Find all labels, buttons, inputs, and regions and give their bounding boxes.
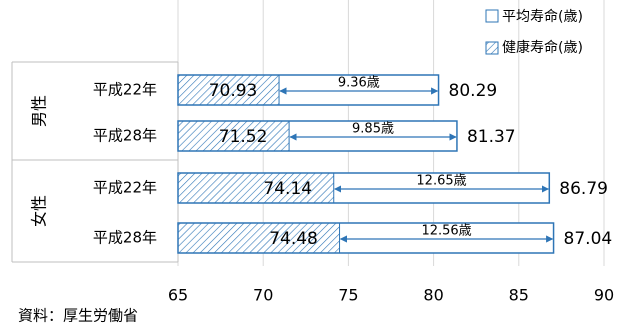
x-tick-label: 65 bbox=[168, 286, 188, 305]
difference-label: 9.85歳 bbox=[352, 122, 394, 137]
x-tick-label: 70 bbox=[253, 286, 273, 305]
bar-healthy-life bbox=[177, 172, 335, 204]
data-label-healthy: 70.93 bbox=[209, 81, 258, 101]
x-axis-ticks: 65 70 75 80 85 90 bbox=[168, 286, 614, 305]
bar-healthy-life bbox=[177, 120, 290, 152]
group-label-male: 男性 bbox=[30, 95, 49, 127]
legend: 平均寿命(歳) 健康寿命(歳) bbox=[485, 8, 583, 56]
x-tick-label: 80 bbox=[423, 286, 443, 305]
difference-label: 12.65歳 bbox=[416, 174, 466, 189]
bar-healthy-life bbox=[177, 74, 280, 106]
category-label: 平成22年 bbox=[93, 81, 157, 99]
category-label: 平成28年 bbox=[93, 229, 157, 247]
data-label-average: 80.29 bbox=[449, 81, 498, 101]
difference-label: 9.36歳 bbox=[338, 76, 380, 91]
data-label-healthy: 74.14 bbox=[263, 179, 312, 199]
category-label: 平成28年 bbox=[93, 127, 157, 145]
bar-healthy-life bbox=[177, 222, 341, 254]
bars: 70.93 80.29 9.36歳 71.52 81.37 9.85歳 74.14 86.79… bbox=[177, 74, 613, 254]
group-label-female: 女性 bbox=[30, 195, 49, 227]
source-note: 資料：厚生労働省 bbox=[18, 307, 138, 324]
category-label: 平成22年 bbox=[93, 179, 157, 197]
legend-label-healthy: 健康寿命(歳) bbox=[502, 39, 583, 56]
legend-label-avg: 平均寿命(歳) bbox=[502, 8, 583, 25]
data-label-healthy: 71.52 bbox=[219, 127, 268, 147]
x-tick-label: 85 bbox=[509, 286, 529, 305]
difference-label: 12.56歳 bbox=[421, 224, 471, 239]
legend-swatch-avg bbox=[485, 9, 499, 23]
data-label-average: 86.79 bbox=[559, 179, 608, 199]
x-tick-label: 90 bbox=[594, 286, 614, 305]
legend-swatch-healthy bbox=[485, 41, 499, 55]
data-label-average: 81.37 bbox=[467, 127, 516, 147]
data-label-average: 87.04 bbox=[564, 229, 613, 249]
x-tick-label: 75 bbox=[338, 286, 358, 305]
data-label-healthy: 74.48 bbox=[269, 229, 318, 249]
